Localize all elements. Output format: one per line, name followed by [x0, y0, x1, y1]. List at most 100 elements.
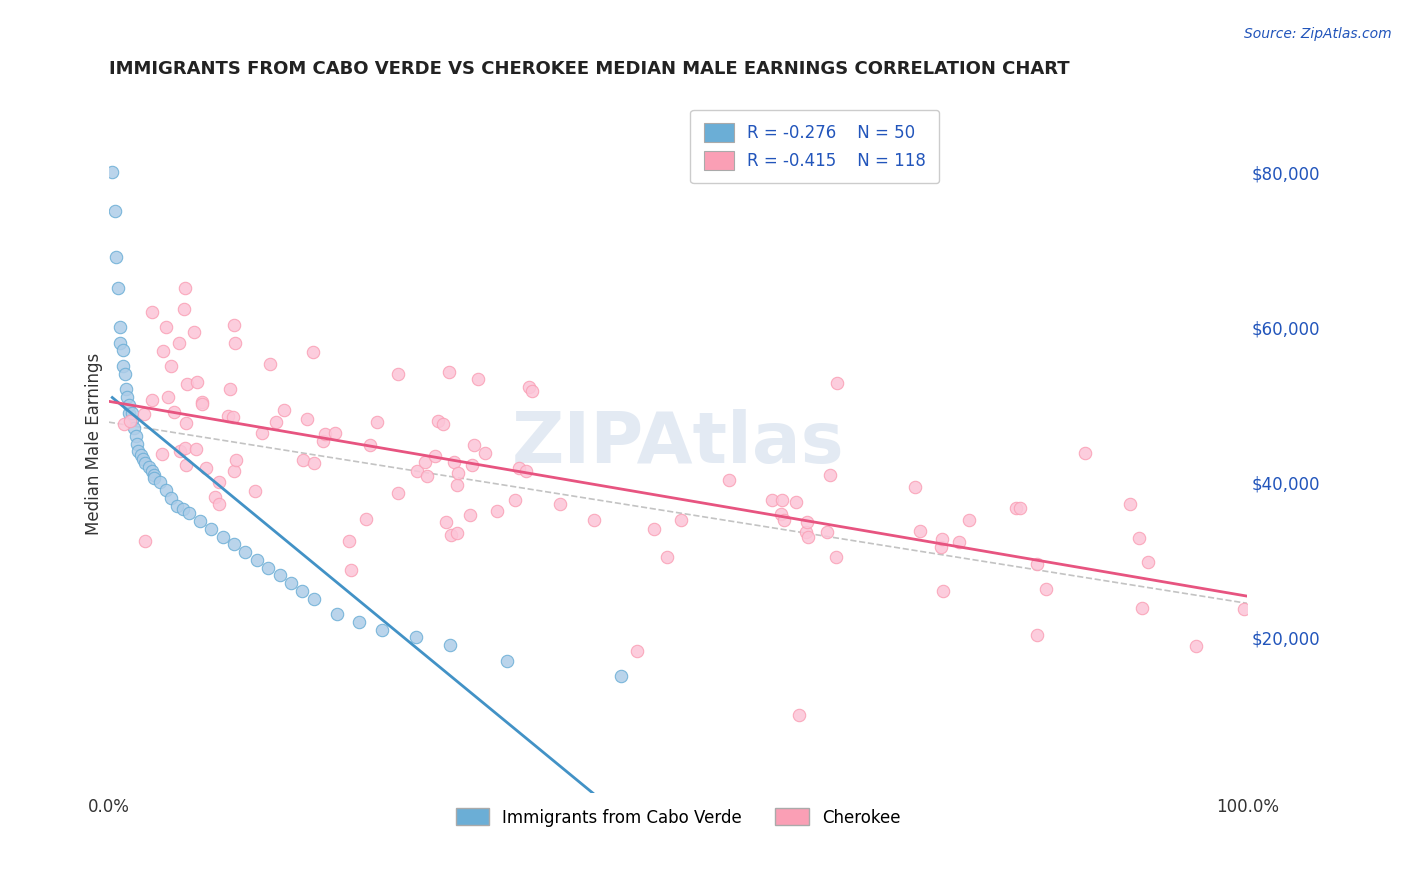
Point	[643, 522, 665, 536]
Point	[259, 357, 281, 371]
Point	[183, 325, 205, 339]
Point	[143, 471, 166, 485]
Point	[114, 367, 136, 381]
Point	[387, 368, 409, 382]
Point	[188, 514, 211, 528]
Point	[359, 438, 381, 452]
Legend: Immigrants from Cabo Verde, Cherokee: Immigrants from Cabo Verde, Cherokee	[449, 802, 907, 833]
Point	[1025, 557, 1047, 571]
Point	[948, 535, 970, 549]
Point	[1074, 446, 1097, 460]
Point	[166, 499, 188, 513]
Point	[931, 532, 953, 546]
Point	[446, 477, 468, 491]
Point	[150, 447, 173, 461]
Point	[423, 450, 446, 464]
Point	[797, 530, 820, 544]
Point	[155, 483, 177, 497]
Point	[149, 475, 172, 490]
Text: IMMIGRANTS FROM CABO VERDE VS CHEROKEE MEDIAN MALE EARNINGS CORRELATION CHART: IMMIGRANTS FROM CABO VERDE VS CHEROKEE M…	[108, 60, 1070, 78]
Point	[520, 384, 543, 399]
Point	[143, 467, 166, 482]
Point	[129, 448, 152, 462]
Point	[1185, 640, 1208, 654]
Point	[127, 436, 149, 450]
Point	[134, 533, 156, 548]
Point	[250, 425, 273, 440]
Point	[460, 458, 482, 473]
Point	[173, 301, 195, 316]
Point	[295, 412, 318, 426]
Point	[825, 376, 848, 390]
Point	[292, 453, 315, 467]
Point	[1128, 531, 1150, 545]
Point	[548, 497, 571, 511]
Point	[291, 583, 314, 598]
Point	[366, 416, 388, 430]
Y-axis label: Median Male Earnings: Median Male Earnings	[86, 352, 103, 534]
Point	[314, 426, 336, 441]
Point	[191, 396, 214, 410]
Point	[447, 466, 470, 480]
Point	[485, 504, 508, 518]
Point	[440, 528, 463, 542]
Point	[174, 417, 197, 431]
Point	[110, 335, 132, 350]
Point	[132, 452, 155, 467]
Point	[163, 405, 186, 419]
Point	[243, 484, 266, 499]
Point	[503, 492, 526, 507]
Point	[184, 442, 207, 456]
Point	[796, 516, 818, 530]
Point	[224, 336, 246, 351]
Point	[610, 669, 633, 683]
Point	[132, 407, 155, 421]
Point	[1005, 500, 1028, 515]
Point	[340, 563, 363, 577]
Point	[174, 458, 197, 472]
Point	[107, 281, 129, 295]
Point	[794, 524, 817, 539]
Point	[134, 456, 156, 470]
Point	[1233, 602, 1256, 616]
Point	[1132, 601, 1154, 615]
Point	[717, 474, 740, 488]
Point	[770, 492, 793, 507]
Point	[825, 549, 848, 564]
Point	[273, 402, 295, 417]
Point	[121, 405, 143, 419]
Point	[121, 413, 143, 427]
Point	[224, 318, 246, 333]
Point	[235, 545, 257, 559]
Point	[174, 441, 197, 455]
Point	[280, 576, 302, 591]
Point	[669, 513, 692, 527]
Point	[312, 434, 335, 448]
Point	[222, 464, 245, 478]
Point	[112, 417, 135, 431]
Point	[269, 568, 291, 582]
Point	[204, 490, 226, 504]
Point	[371, 623, 394, 637]
Point	[349, 615, 371, 629]
Point	[434, 515, 457, 529]
Point	[432, 417, 454, 432]
Point	[474, 445, 496, 459]
Point	[785, 494, 807, 508]
Point	[211, 530, 233, 544]
Point	[405, 631, 427, 645]
Point	[138, 459, 160, 474]
Point	[302, 456, 325, 470]
Point	[118, 398, 141, 412]
Point	[176, 377, 198, 392]
Point	[508, 460, 530, 475]
Point	[208, 496, 231, 510]
Point	[496, 654, 519, 668]
Point	[517, 380, 540, 394]
Point	[773, 513, 796, 527]
Point	[115, 390, 138, 404]
Point	[160, 491, 183, 505]
Point	[463, 438, 485, 452]
Point	[439, 638, 461, 652]
Point	[582, 513, 605, 527]
